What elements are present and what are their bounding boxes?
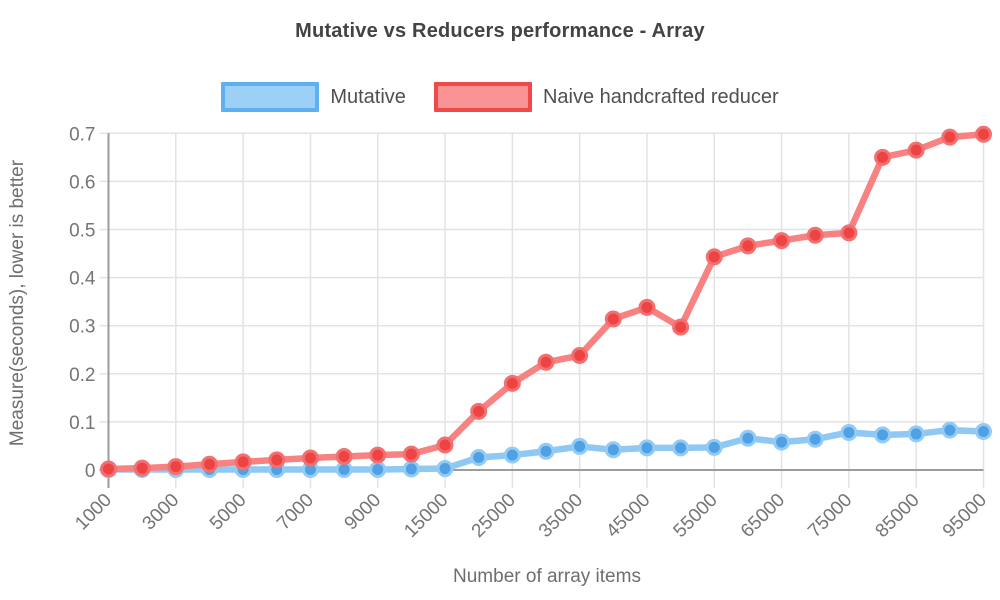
data-point-naive-handcrafted-reducer	[975, 125, 992, 143]
data-point-naive-handcrafted-reducer	[638, 298, 656, 316]
data-point-naive-handcrafted-reducer	[470, 402, 488, 420]
data-point-mutative	[806, 430, 824, 448]
data-point-naive-handcrafted-reducer	[100, 460, 117, 478]
data-point-naive-handcrafted-reducer	[369, 446, 387, 464]
legend-label-mutative: Mutative	[330, 85, 406, 108]
x-tick-label: 7000	[273, 490, 318, 535]
data-point-mutative	[941, 421, 959, 439]
data-point-naive-handcrafted-reducer	[335, 448, 353, 466]
y-axis-title: Measure(seconds), lower is better	[7, 159, 28, 447]
data-point-naive-handcrafted-reducer	[133, 459, 151, 477]
data-point-mutative	[436, 460, 454, 478]
data-point-mutative	[537, 442, 555, 460]
data-point-naive-handcrafted-reducer	[874, 148, 892, 166]
data-point-mutative	[470, 448, 488, 466]
x-tick-label: 1000	[71, 490, 116, 535]
data-point-mutative	[503, 446, 521, 464]
data-point-naive-handcrafted-reducer	[301, 449, 319, 467]
data-point-naive-handcrafted-reducer	[436, 436, 454, 454]
data-point-naive-handcrafted-reducer	[773, 232, 791, 250]
data-point-mutative	[638, 439, 656, 457]
data-point-naive-handcrafted-reducer	[604, 310, 622, 328]
data-point-naive-handcrafted-reducer	[672, 318, 690, 336]
x-tick-label: 15000	[400, 490, 452, 542]
data-point-mutative	[773, 433, 791, 451]
data-point-naive-handcrafted-reducer	[503, 374, 521, 392]
x-tick-label: 3000	[139, 490, 184, 535]
data-point-naive-handcrafted-reducer	[167, 458, 185, 476]
data-point-naive-handcrafted-reducer	[907, 141, 925, 159]
data-point-naive-handcrafted-reducer	[402, 445, 420, 463]
x-tick-label: 85000	[872, 490, 924, 542]
x-tick-label: 25000	[468, 490, 520, 542]
data-point-naive-handcrafted-reducer	[705, 248, 723, 266]
data-point-mutative	[874, 426, 892, 444]
mutative-swatch-icon	[221, 82, 320, 112]
data-point-mutative	[705, 438, 723, 456]
y-tick-label: 0.6	[69, 172, 95, 193]
data-point-mutative	[604, 441, 622, 459]
data-point-naive-handcrafted-reducer	[234, 453, 252, 471]
x-tick-label: 5000	[206, 490, 251, 535]
x-tick-label: 75000	[804, 490, 856, 542]
x-tick-label: 9000	[341, 490, 386, 535]
data-point-naive-handcrafted-reducer	[840, 224, 858, 242]
x-tick-label: 55000	[670, 490, 722, 542]
legend-label-naive-reducer: Naive handcrafted reducer	[542, 85, 779, 108]
x-axis-title: Number of array items	[453, 566, 641, 587]
legend-item-mutative[interactable]: Mutative	[221, 82, 406, 112]
naive-reducer-swatch-icon	[433, 82, 532, 112]
y-tick-label: 0.1	[69, 413, 95, 434]
x-tick-label: 45000	[602, 490, 654, 542]
data-point-mutative	[369, 461, 387, 479]
x-tick-label: 65000	[737, 490, 789, 542]
x-tick-label: 95000	[939, 490, 991, 542]
data-point-naive-handcrafted-reducer	[571, 347, 589, 365]
y-tick-label: 0.2	[69, 365, 95, 386]
series-line-naive-handcrafted-reducer	[105, 131, 987, 473]
data-point-mutative	[739, 429, 757, 447]
data-point-naive-handcrafted-reducer	[537, 353, 555, 371]
data-point-naive-handcrafted-reducer	[268, 451, 286, 469]
data-point-mutative	[907, 425, 925, 443]
y-tick-label: 0.3	[69, 317, 95, 338]
y-tick-label: 0.5	[69, 221, 95, 242]
data-point-naive-handcrafted-reducer	[739, 237, 757, 255]
data-point-mutative	[975, 423, 992, 441]
data-point-naive-handcrafted-reducer	[941, 128, 959, 146]
y-tick-label: 0.4	[69, 269, 96, 290]
chart-legend: Mutative Naive handcrafted reducer	[0, 82, 1000, 112]
y-tick-label: 0	[85, 461, 96, 482]
data-point-naive-handcrafted-reducer	[806, 226, 824, 244]
chart-title: Mutative vs Reducers performance - Array	[295, 20, 705, 42]
x-tick-label: 35000	[535, 490, 587, 542]
data-point-mutative	[571, 437, 589, 455]
data-point-naive-handcrafted-reducer	[200, 455, 218, 473]
legend-item-naive-reducer[interactable]: Naive handcrafted reducer	[433, 82, 779, 112]
y-tick-label: 0.7	[69, 124, 95, 145]
data-point-mutative	[672, 439, 690, 457]
data-point-mutative	[840, 423, 858, 441]
data-point-mutative	[402, 460, 420, 478]
